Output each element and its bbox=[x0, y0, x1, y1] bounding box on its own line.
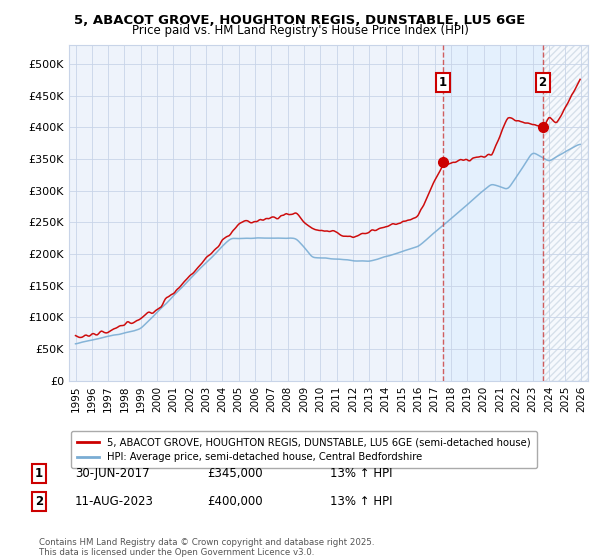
Text: 30-JUN-2017: 30-JUN-2017 bbox=[75, 466, 149, 480]
Text: 1: 1 bbox=[439, 76, 447, 90]
Bar bbox=[542, 45, 588, 381]
Text: £400,000: £400,000 bbox=[207, 494, 263, 508]
Bar bbox=[443, 45, 542, 381]
Text: 1: 1 bbox=[35, 466, 43, 480]
Text: 13% ↑ HPI: 13% ↑ HPI bbox=[330, 466, 392, 480]
Text: 2: 2 bbox=[539, 76, 547, 90]
Text: Price paid vs. HM Land Registry's House Price Index (HPI): Price paid vs. HM Land Registry's House … bbox=[131, 24, 469, 37]
Text: £345,000: £345,000 bbox=[207, 466, 263, 480]
Text: Contains HM Land Registry data © Crown copyright and database right 2025.
This d: Contains HM Land Registry data © Crown c… bbox=[39, 538, 374, 557]
Text: 2: 2 bbox=[35, 494, 43, 508]
Text: 5, ABACOT GROVE, HOUGHTON REGIS, DUNSTABLE, LU5 6GE: 5, ABACOT GROVE, HOUGHTON REGIS, DUNSTAB… bbox=[74, 14, 526, 27]
Text: 13% ↑ HPI: 13% ↑ HPI bbox=[330, 494, 392, 508]
Text: 11-AUG-2023: 11-AUG-2023 bbox=[75, 494, 154, 508]
Legend: 5, ABACOT GROVE, HOUGHTON REGIS, DUNSTABLE, LU5 6GE (semi-detached house), HPI: : 5, ABACOT GROVE, HOUGHTON REGIS, DUNSTAB… bbox=[71, 431, 537, 468]
